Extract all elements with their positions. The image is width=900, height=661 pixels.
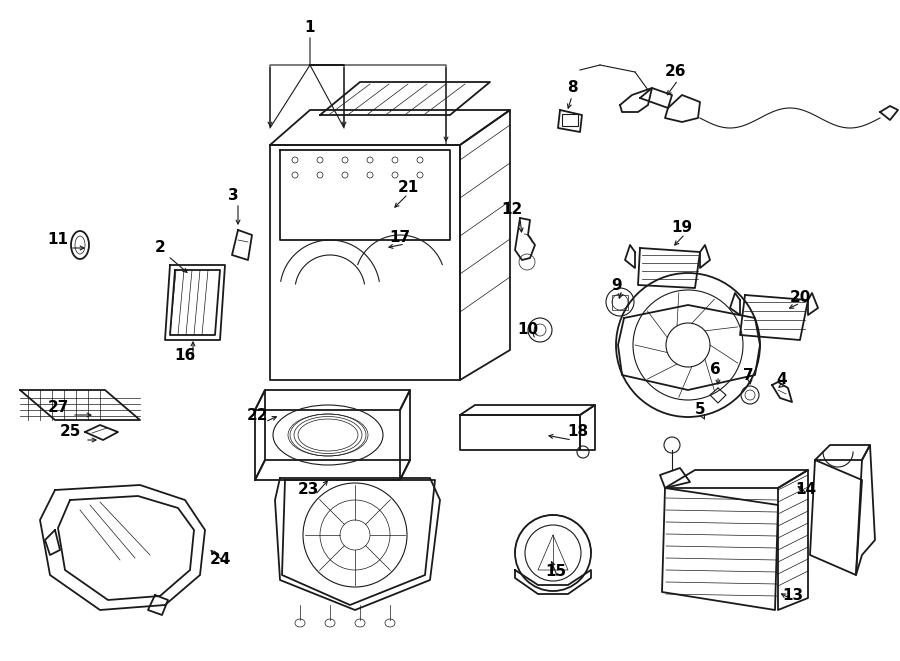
Text: 14: 14	[796, 483, 816, 498]
Text: 19: 19	[671, 221, 693, 235]
Text: 23: 23	[297, 483, 319, 498]
Text: 16: 16	[175, 348, 195, 362]
Text: 27: 27	[48, 401, 68, 416]
Text: 26: 26	[665, 65, 687, 79]
Text: 4: 4	[777, 373, 788, 387]
Text: 8: 8	[567, 81, 577, 95]
Text: 7: 7	[742, 368, 753, 383]
Text: 11: 11	[48, 233, 68, 247]
Text: 21: 21	[398, 180, 418, 196]
Text: 20: 20	[789, 290, 811, 305]
Text: 12: 12	[501, 202, 523, 217]
Text: 13: 13	[782, 588, 804, 602]
Bar	[562, 114, 578, 126]
Text: 17: 17	[390, 231, 410, 245]
Text: 15: 15	[545, 564, 567, 580]
Text: 9: 9	[612, 278, 622, 293]
Text: 6: 6	[709, 362, 720, 377]
Text: 1: 1	[305, 20, 315, 36]
Text: 2: 2	[155, 241, 166, 256]
Text: 5: 5	[695, 403, 706, 418]
Text: 18: 18	[567, 424, 589, 440]
Bar	[612, 295, 628, 310]
Text: 24: 24	[210, 553, 230, 568]
Text: 10: 10	[518, 323, 538, 338]
Text: 3: 3	[228, 188, 238, 202]
Text: 22: 22	[248, 407, 269, 422]
Text: 25: 25	[59, 424, 81, 440]
